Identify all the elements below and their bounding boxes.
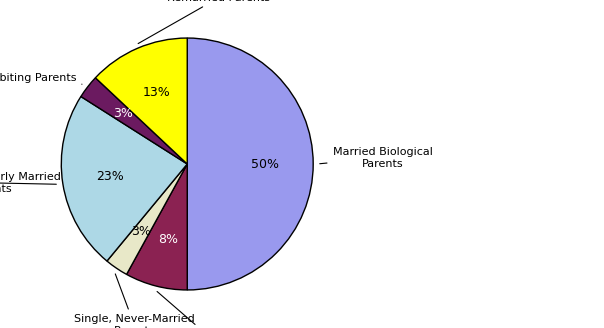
Text: 8%: 8% <box>158 233 178 246</box>
Text: Single, Never-Married
Parents: Single, Never-Married Parents <box>74 274 194 328</box>
Wedge shape <box>81 78 187 164</box>
Text: Neither Biological Parent: Neither Biological Parent <box>137 292 275 328</box>
Text: 3%: 3% <box>131 225 151 238</box>
Wedge shape <box>187 38 313 290</box>
Text: 50%: 50% <box>251 157 279 171</box>
Text: Remarried Parents: Remarried Parents <box>138 0 271 44</box>
Text: 13%: 13% <box>143 86 170 99</box>
Wedge shape <box>61 96 187 261</box>
Wedge shape <box>107 164 187 275</box>
Text: Cohabiting Parents: Cohabiting Parents <box>0 73 82 84</box>
Text: 23%: 23% <box>96 170 124 183</box>
Text: Single, Formerly Married
Parents: Single, Formerly Married Parents <box>0 172 60 194</box>
Text: Married Biological
Parents: Married Biological Parents <box>320 147 432 169</box>
Wedge shape <box>127 164 187 290</box>
Text: 3%: 3% <box>112 107 132 120</box>
Wedge shape <box>95 38 187 164</box>
